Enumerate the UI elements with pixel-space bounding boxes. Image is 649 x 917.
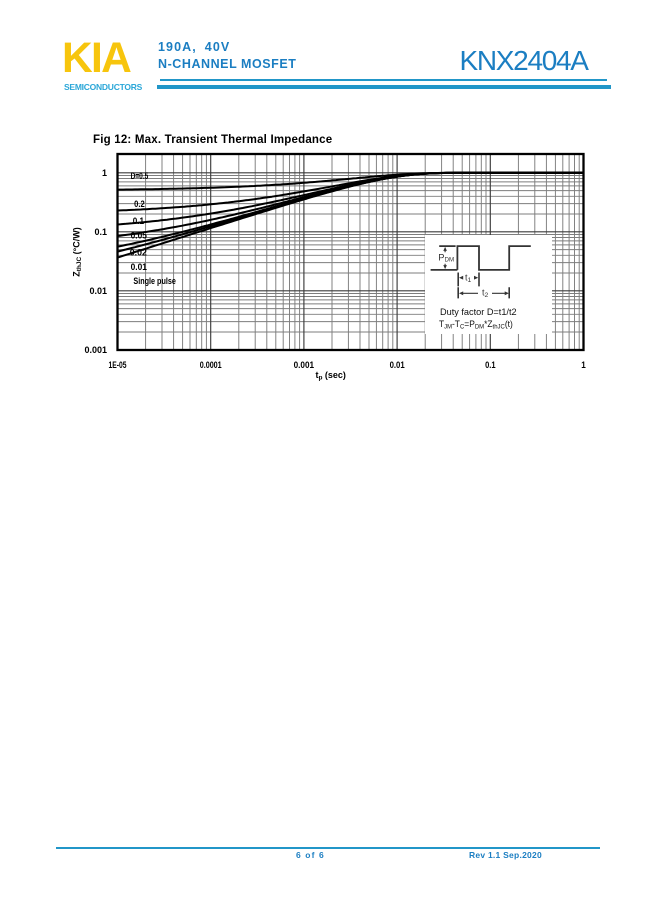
svg-text:PDM: PDM — [438, 252, 454, 263]
svg-text:0.01: 0.01 — [131, 262, 147, 272]
svg-text:ZthJC (°C/W): ZthJC (°C/W) — [72, 227, 84, 277]
svg-text:0.02: 0.02 — [130, 248, 147, 258]
svg-text:0.05: 0.05 — [131, 231, 147, 241]
svg-text:0.1: 0.1 — [485, 360, 496, 370]
svg-text:Duty factor D=t1/t2: Duty factor D=t1/t2 — [440, 306, 517, 317]
svg-text:0.01: 0.01 — [89, 286, 107, 296]
svg-text:D=0.5: D=0.5 — [131, 171, 149, 181]
svg-text:0.01: 0.01 — [390, 360, 405, 370]
svg-text:1E-05: 1E-05 — [109, 360, 127, 370]
svg-text:1: 1 — [581, 360, 586, 370]
svg-text:t1: t1 — [465, 273, 472, 285]
svg-text:0.2: 0.2 — [134, 199, 145, 209]
svg-text:0.001: 0.001 — [294, 360, 315, 370]
svg-text:0.001: 0.001 — [84, 345, 107, 355]
svg-text:TJM-TC=PDM*ZthJC(t): TJM-TC=PDM*ZthJC(t) — [439, 319, 513, 331]
svg-text:1: 1 — [102, 168, 107, 178]
svg-text:0.1: 0.1 — [94, 227, 107, 237]
svg-text:t2: t2 — [482, 288, 489, 300]
svg-text:0.1: 0.1 — [133, 216, 144, 226]
svg-text:tp (sec): tp (sec) — [315, 370, 346, 382]
svg-text:Single pulse: Single pulse — [133, 276, 176, 286]
svg-text:0.0001: 0.0001 — [200, 360, 222, 370]
